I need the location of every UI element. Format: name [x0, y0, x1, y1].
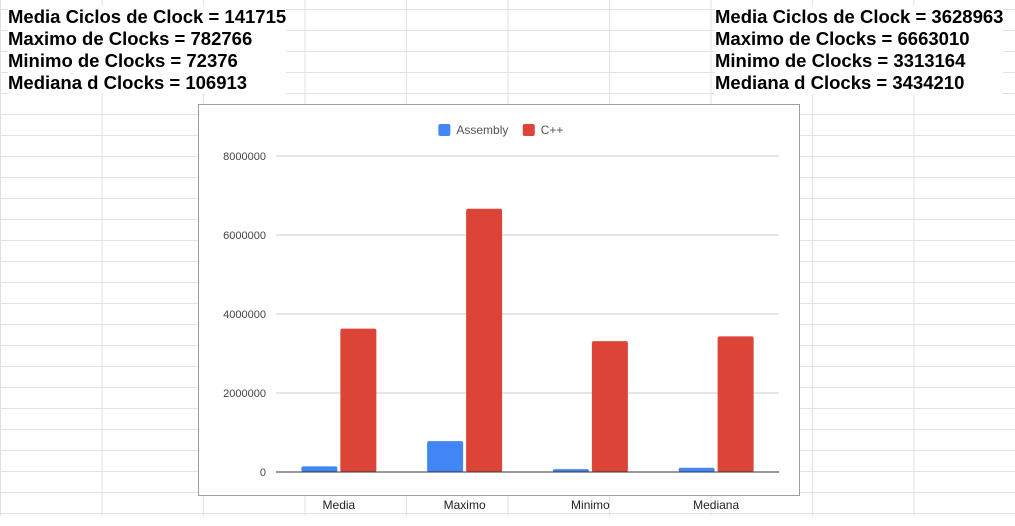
bar-chart: Assembly C++ 0 2000000 4000000 6000000 800000… — [223, 123, 779, 479]
y-tick-label: 2000000 — [223, 388, 266, 400]
stat-line: Maximo de Clocks = 6663010 — [715, 28, 970, 49]
stat-line: Mediana d Clocks = 3434210 — [715, 72, 965, 93]
y-tick-label: 6000000 — [223, 230, 266, 242]
y-tick-label: 4000000 — [223, 309, 266, 321]
stat-line: Maximo de Clocks = 782766 — [8, 28, 253, 49]
bar-c--mediana[interactable] — [717, 336, 754, 472]
bar-c--minimo[interactable] — [591, 341, 628, 472]
legend-swatch — [522, 124, 535, 136]
bar-assembly-minimo[interactable] — [552, 469, 589, 472]
bar-assembly-mediana[interactable] — [678, 467, 715, 472]
x-tick-label: Media — [323, 498, 356, 512]
y-tick-label: 8000000 — [223, 151, 266, 163]
stat-line: Minimo de Clocks = 72376 — [8, 50, 238, 71]
legend: Assembly C++ — [438, 123, 563, 137]
chart-container[interactable]: Assembly C++ 0 2000000 4000000 6000000 800000… — [198, 104, 800, 496]
bar-c--media[interactable] — [340, 328, 377, 472]
legend-label: Assembly — [456, 123, 508, 137]
bar-assembly-maximo[interactable] — [427, 441, 464, 472]
bar-assembly-media[interactable] — [301, 466, 338, 472]
stat-line: Media Ciclos de Clock = 141715 — [8, 6, 287, 27]
stats-assembly: Media Ciclos de Clock = 141715 Maximo de… — [8, 6, 287, 94]
stat-line: Mediana d Clocks = 106913 — [8, 72, 248, 93]
x-tick-label: Mediana — [693, 498, 739, 512]
x-axis-labels: Media Maximo Minimo Mediana — [323, 498, 740, 512]
bar-c--maximo[interactable] — [466, 208, 503, 472]
x-tick-label: Minimo — [571, 498, 610, 512]
stat-line: Minimo de Clocks = 3313164 — [715, 50, 966, 71]
stat-line: Media Ciclos de Clock = 3628963 — [715, 6, 1004, 27]
y-axis-ticks: 0 2000000 4000000 6000000 8000000 — [223, 151, 266, 479]
legend-swatch — [438, 124, 451, 136]
stats-cpp: Media Ciclos de Clock = 3628963 Maximo d… — [715, 6, 1004, 94]
bars — [301, 208, 754, 472]
legend-label: C++ — [541, 123, 564, 137]
y-tick-label: 0 — [260, 467, 266, 479]
x-tick-label: Maximo — [444, 498, 486, 512]
